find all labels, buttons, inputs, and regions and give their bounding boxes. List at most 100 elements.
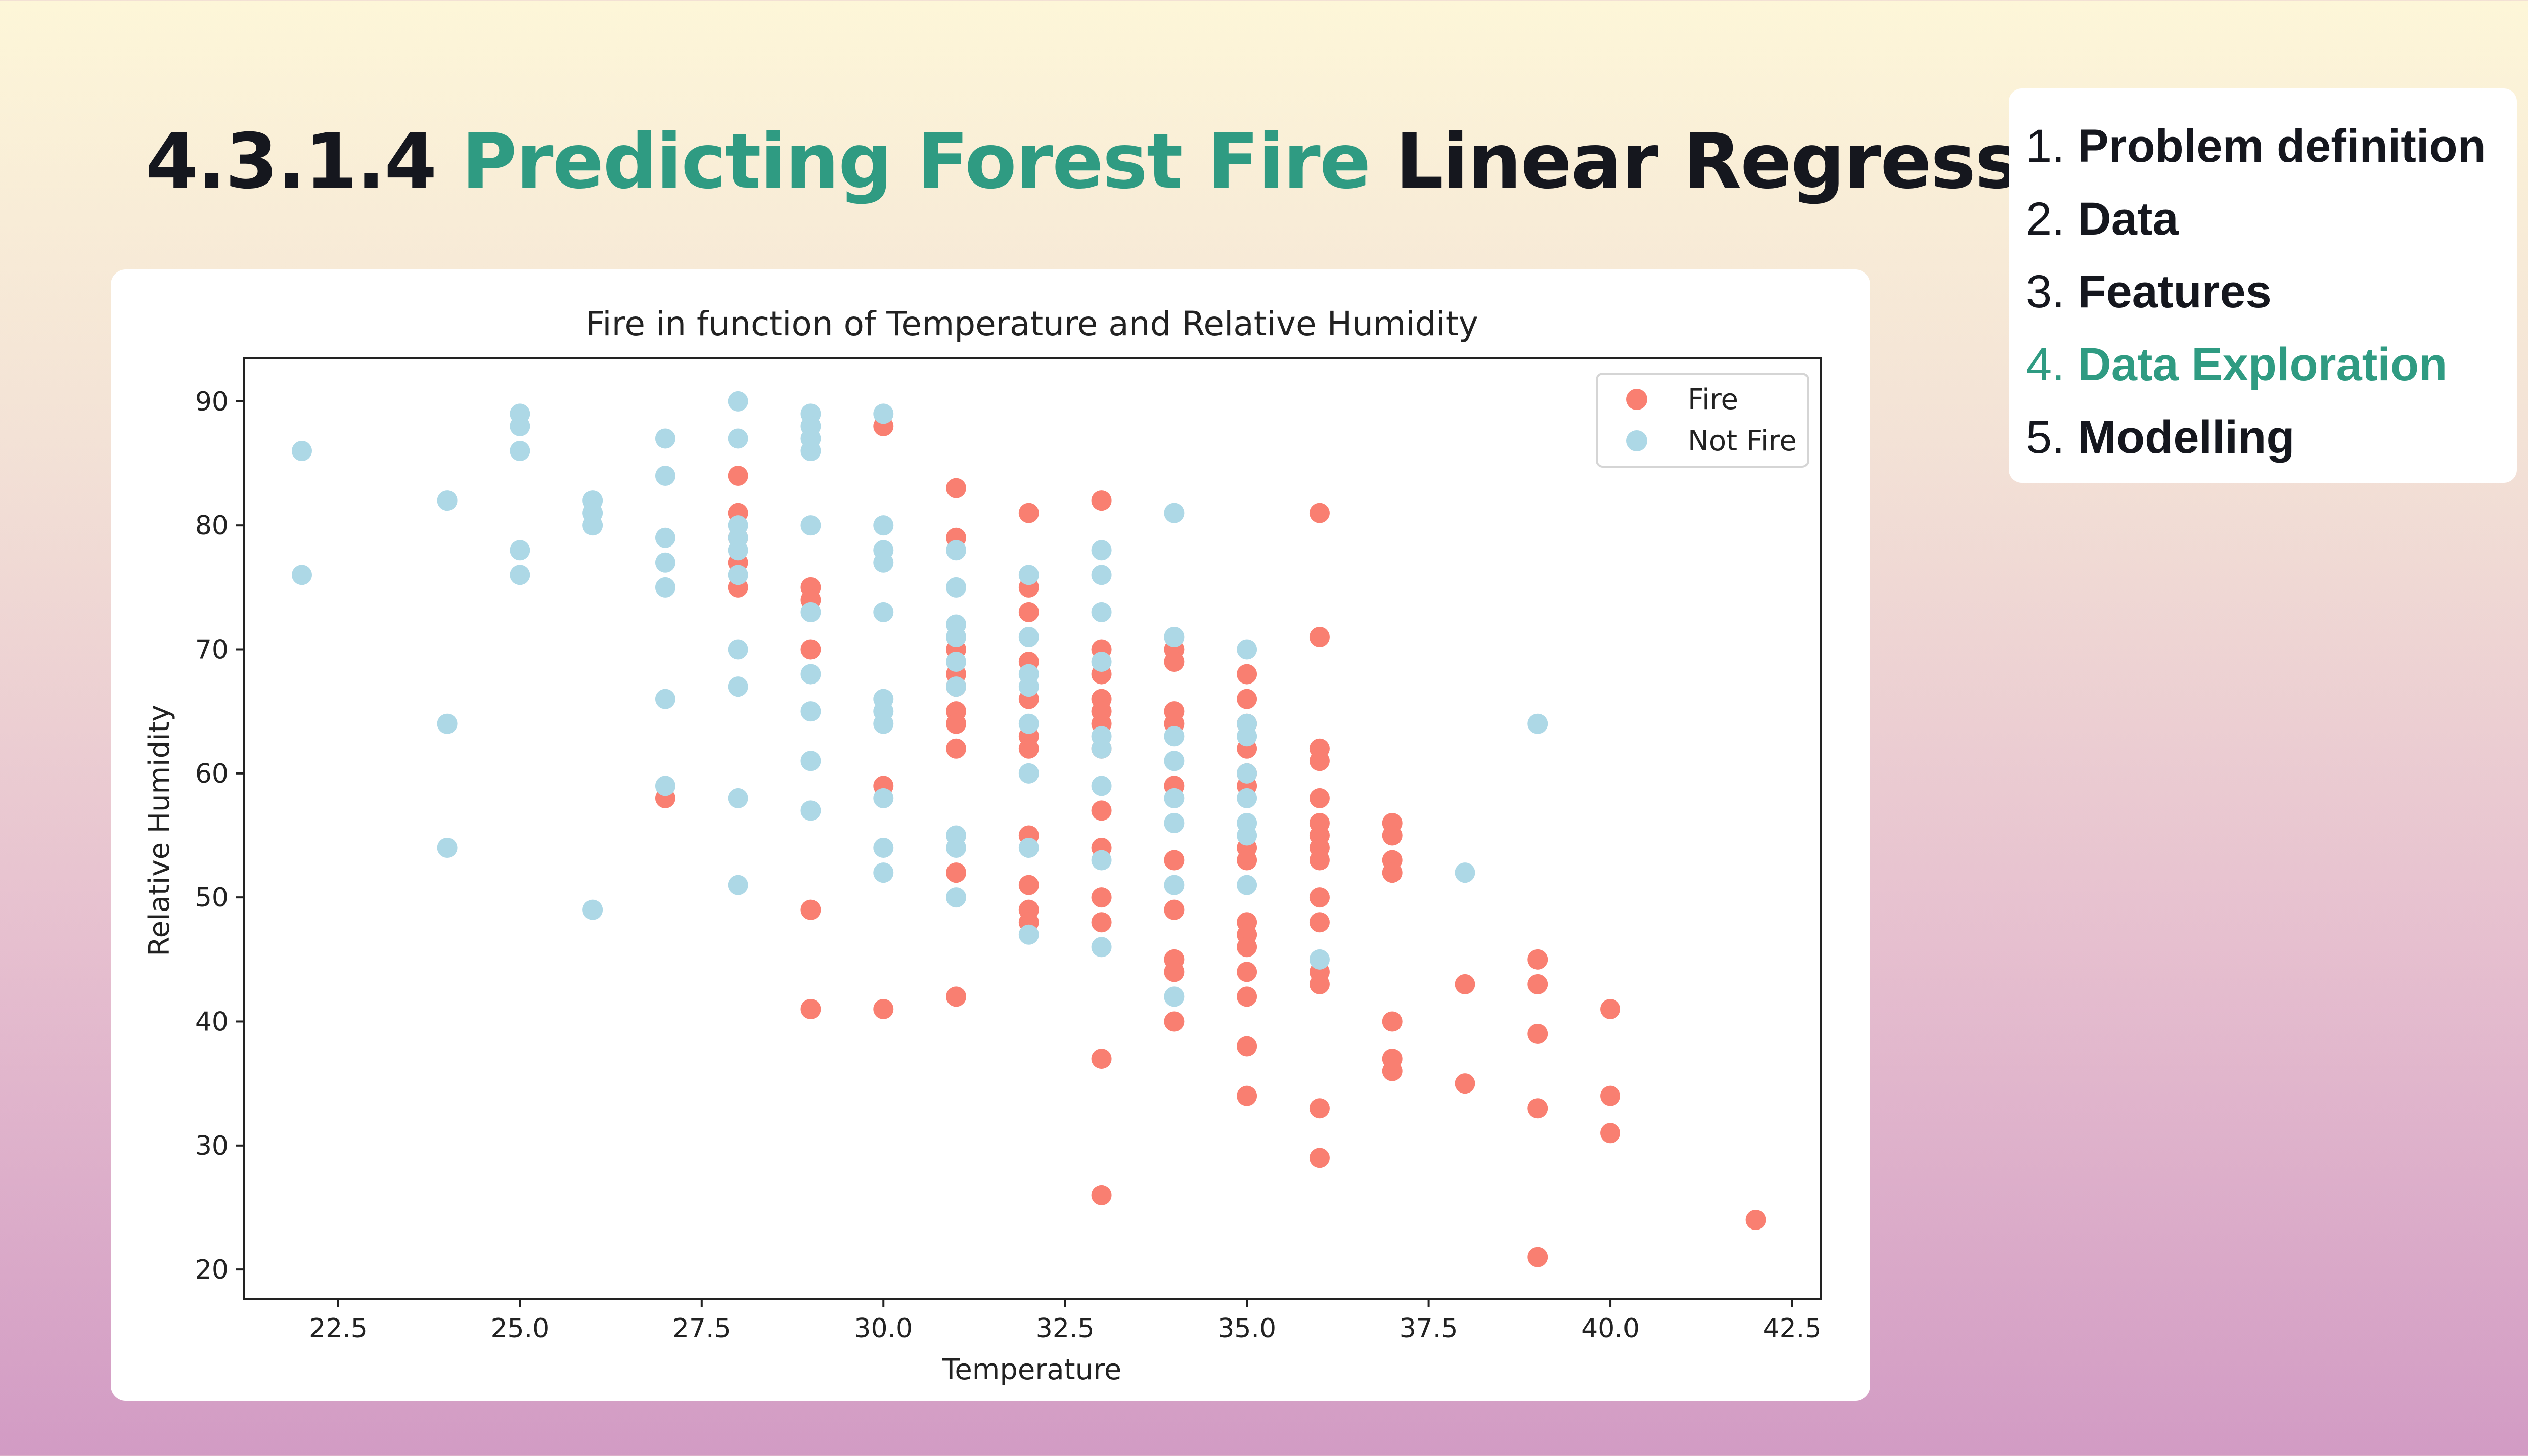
fire-point [1091, 800, 1112, 821]
not-fire-point [873, 515, 894, 536]
fire-point [1382, 825, 1403, 846]
not-fire-point [728, 565, 748, 585]
not-fire-point [655, 466, 675, 486]
title-accent: Predicting Forest Fire [461, 118, 1371, 206]
not-fire-point [1018, 565, 1039, 585]
fire-point [946, 862, 967, 883]
toc-number: 5. [2026, 412, 2065, 463]
toc-item-data[interactable]: 2. Data [2026, 183, 2517, 255]
toc-number: 2. [2026, 193, 2065, 245]
legend-not-fire-label: Not Fire [1688, 425, 1797, 458]
not-fire-point [946, 577, 967, 598]
x-tick-label: 35.0 [1217, 1313, 1276, 1344]
not-fire-point [1091, 850, 1112, 871]
not-fire-point [800, 800, 821, 821]
x-tick-label: 37.5 [1400, 1313, 1458, 1344]
y-tick-label: 60 [195, 759, 229, 789]
toc-label: Data Exploration [2078, 339, 2448, 390]
not-fire-point [1018, 838, 1039, 858]
not-fire-point [655, 527, 675, 548]
toc-item-problem-definition[interactable]: 1. Problem definition [2026, 110, 2517, 183]
not-fire-point [873, 838, 894, 858]
not-fire-point [728, 875, 748, 895]
y-tick-label: 50 [195, 883, 229, 913]
fire-point [1018, 875, 1039, 895]
not-fire-point [1164, 986, 1185, 1007]
toc-label: Problem definition [2078, 120, 2486, 172]
not-fire-point [1018, 763, 1039, 784]
fire-point [1600, 998, 1621, 1019]
not-fire-point [946, 652, 967, 672]
not-fire-point [437, 713, 458, 734]
not-fire-point [1164, 726, 1185, 747]
toc-label: Features [2078, 266, 2272, 317]
not-fire-point [1164, 626, 1185, 647]
not-fire-point [1091, 738, 1112, 759]
fire-point [1600, 1085, 1621, 1106]
not-fire-point [437, 490, 458, 511]
not-fire-point [292, 565, 312, 585]
fire-point [1018, 602, 1039, 622]
not-fire-point [800, 701, 821, 722]
toc-number: 4. [2026, 339, 2065, 390]
fire-point [1164, 1011, 1185, 1032]
not-fire-point [1237, 639, 1257, 660]
x-tick-label: 27.5 [672, 1313, 731, 1344]
toc-item-features[interactable]: 3. Features [2026, 255, 2517, 328]
x-tick-label: 30.0 [854, 1313, 913, 1344]
not-fire-point [1091, 937, 1112, 958]
fire-point [1309, 1148, 1330, 1168]
y-tick-label: 90 [195, 387, 229, 417]
legend-not-fire-marker [1626, 430, 1647, 451]
not-fire-point [873, 788, 894, 808]
scatter-chart: Fire in function of Temperature and Rela… [143, 304, 1822, 1386]
fire-point [1018, 738, 1039, 759]
fire-point [728, 466, 748, 486]
fire-point [800, 899, 821, 920]
fire-point [1091, 887, 1112, 908]
fire-point [1309, 850, 1330, 871]
fire-point [1018, 503, 1039, 523]
ticks-layer: 22.5 25.0 27.5 30.0 32.5 35.0 37.5 40.0 42.5 20 30… [195, 387, 1822, 1344]
points-layer [292, 391, 1766, 1267]
x-tick-label: 32.5 [1036, 1313, 1095, 1344]
x-tick-label: 22.5 [309, 1313, 368, 1344]
y-tick-label: 30 [195, 1131, 229, 1161]
not-fire-point [800, 664, 821, 685]
not-fire-point [292, 440, 312, 461]
toc-item-data-exploration[interactable]: 4. Data Exploration [2026, 328, 2517, 401]
not-fire-point [728, 639, 748, 660]
toc-label: Modelling [2078, 412, 2295, 463]
fire-point [1164, 962, 1185, 982]
fire-point [946, 713, 967, 734]
fire-point [1237, 664, 1257, 685]
not-fire-point [728, 391, 748, 412]
fire-point [1237, 937, 1257, 958]
not-fire-point [800, 515, 821, 536]
fire-point [1237, 962, 1257, 982]
not-fire-point [1237, 763, 1257, 784]
fire-point [800, 639, 821, 660]
not-fire-point [1164, 751, 1185, 771]
y-tick-label: 70 [195, 635, 229, 665]
not-fire-point [655, 689, 675, 709]
y-tick-label: 80 [195, 511, 229, 541]
not-fire-point [1309, 949, 1330, 970]
not-fire-point [1455, 862, 1475, 883]
not-fire-point [728, 428, 748, 449]
not-fire-point [1018, 676, 1039, 697]
not-fire-point [1237, 825, 1257, 846]
fire-point [1164, 652, 1185, 672]
not-fire-point [582, 515, 603, 536]
slide-title: 4.3.1.4 Predicting Forest Fire Linear Re… [146, 101, 2149, 222]
not-fire-point [510, 565, 530, 585]
not-fire-point [873, 862, 894, 883]
fire-point [1309, 1098, 1330, 1119]
not-fire-point [1237, 726, 1257, 747]
toc-item-modelling[interactable]: 5. Modelling [2026, 401, 2517, 474]
fire-point [1237, 1085, 1257, 1106]
legend: Fire Not Fire [1596, 373, 1809, 468]
fire-point [1455, 974, 1475, 994]
fire-point [1382, 1061, 1403, 1081]
fire-point [1091, 912, 1112, 933]
